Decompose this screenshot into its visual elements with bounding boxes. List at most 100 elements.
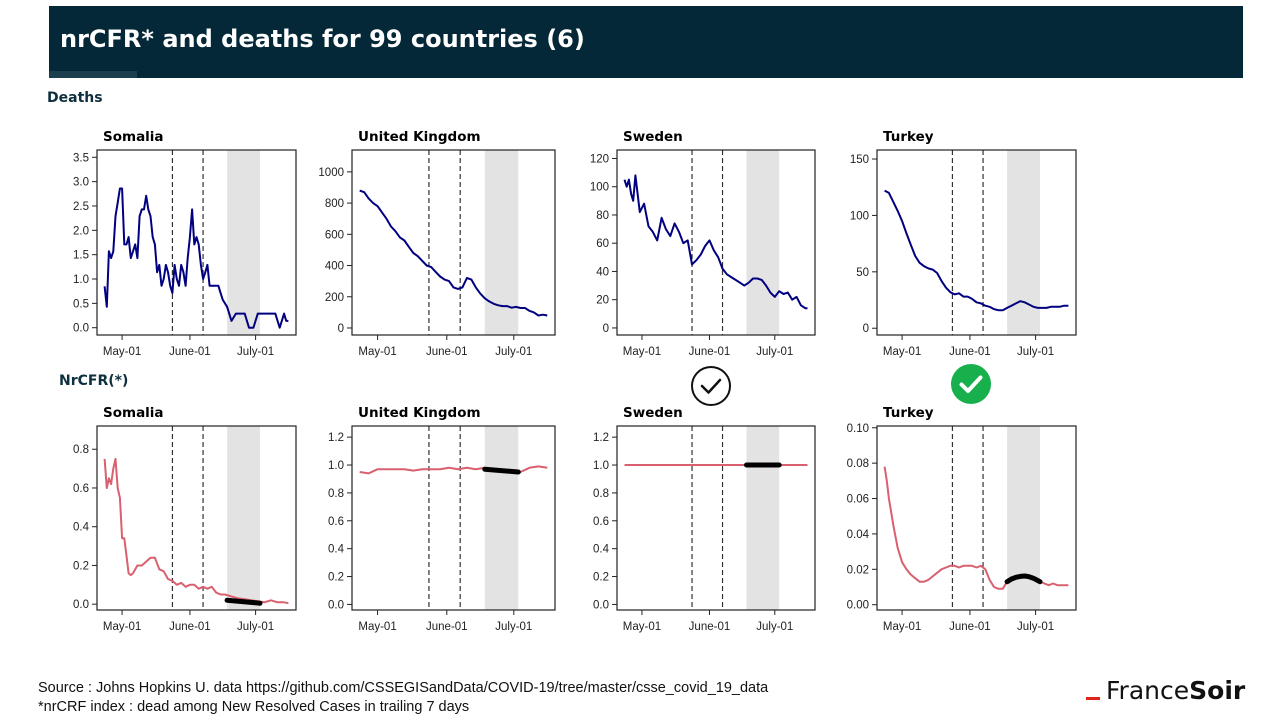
y-tick-label: 20 bbox=[596, 295, 609, 307]
y-tick-label: 0.8 bbox=[593, 488, 609, 500]
chart-title: United Kingdom bbox=[358, 405, 481, 421]
logo-text-soir: Soir bbox=[1189, 676, 1246, 705]
y-tick-label: 40 bbox=[596, 266, 609, 278]
trend-highlight-line bbox=[224, 597, 263, 606]
y-tick-label: 3.5 bbox=[73, 152, 89, 164]
x-tick-label: June-01 bbox=[426, 621, 468, 633]
chart-panel-0: Somalia 0.0 0.5 1.0 1.5 2.0 2.5 3.0 3.5 May-01 Jun… bbox=[73, 129, 297, 358]
chart-panel-5: United Kingdom 0.0 0.2 0.4 0.6 0.8 1.0 1.2 May-0… bbox=[328, 405, 556, 633]
trend-highlight-line bbox=[1004, 573, 1043, 585]
y-tick-label: 0.2 bbox=[593, 572, 609, 584]
plot-frame bbox=[876, 425, 1077, 611]
y-tick-label: 0.8 bbox=[73, 444, 89, 456]
y-tick-label: 0.08 bbox=[847, 458, 869, 470]
y-tick-label: 0.0 bbox=[593, 599, 609, 611]
chart-title: Turkey bbox=[883, 405, 934, 421]
check-outline-icon bbox=[691, 366, 731, 406]
x-tick-label: June-01 bbox=[949, 346, 991, 358]
chart-title: Somalia bbox=[103, 405, 164, 421]
logo-dash bbox=[1086, 696, 1100, 700]
y-tick-label: 0.4 bbox=[328, 544, 345, 556]
nrcfr-section-label: NrCFR(*) bbox=[59, 373, 129, 389]
x-tick-label: May-01 bbox=[358, 346, 396, 358]
chart-title: Somalia bbox=[103, 129, 164, 145]
y-tick-label: 1.0 bbox=[73, 274, 89, 286]
y-tick-label: 1.2 bbox=[328, 432, 344, 444]
deaths-series-line bbox=[884, 189, 1069, 312]
chart-title: Sweden bbox=[623, 405, 683, 421]
chart-panel-3: Turkey 0 50 100 150 May-01 June-01 July-01 bbox=[850, 129, 1077, 358]
y-tick-label: 80 bbox=[596, 210, 609, 222]
y-tick-label: 120 bbox=[590, 153, 609, 165]
y-tick-label: 0.8 bbox=[328, 488, 344, 500]
y-tick-label: 0.02 bbox=[847, 564, 869, 576]
x-tick-label: July-01 bbox=[1017, 346, 1054, 358]
x-tick-label: May-01 bbox=[883, 346, 921, 358]
x-tick-label: July-01 bbox=[237, 346, 274, 358]
y-tick-label: 400 bbox=[325, 261, 344, 273]
plot-frame bbox=[96, 425, 297, 611]
y-tick-label: 0.10 bbox=[847, 423, 869, 435]
plot-frame bbox=[616, 149, 816, 336]
y-tick-label: 0.06 bbox=[847, 494, 869, 506]
y-tick-label: 50 bbox=[856, 267, 869, 279]
y-tick-label: 60 bbox=[596, 238, 609, 250]
plot-frame bbox=[616, 425, 816, 611]
y-tick-label: 1.5 bbox=[73, 250, 89, 262]
y-tick-label: 0.0 bbox=[73, 323, 89, 335]
chart-panel-7: Turkey 0.00 0.02 0.04 0.06 0.08 0.10 May-01 June… bbox=[847, 405, 1077, 633]
header-accent-bar bbox=[49, 71, 137, 78]
y-tick-label: 1.0 bbox=[593, 460, 609, 472]
nrcfr-series-line bbox=[103, 457, 289, 605]
check-filled-icon bbox=[951, 364, 991, 404]
highlight-band bbox=[1007, 426, 1040, 610]
x-tick-label: May-01 bbox=[883, 621, 921, 633]
highlight-band bbox=[484, 150, 519, 335]
y-tick-label: 0.00 bbox=[847, 600, 869, 612]
highlight-band bbox=[227, 150, 260, 335]
y-tick-label: 2.0 bbox=[73, 225, 89, 237]
francesoir-logo: FranceSoir bbox=[1086, 676, 1245, 705]
y-tick-label: 150 bbox=[850, 154, 869, 166]
chart-title: Sweden bbox=[623, 129, 683, 145]
y-tick-label: 0.2 bbox=[73, 560, 89, 572]
highlight-band bbox=[227, 426, 260, 610]
deaths-section-label: Deaths bbox=[47, 90, 103, 106]
plot-frame bbox=[351, 149, 556, 336]
y-tick-label: 0.2 bbox=[328, 572, 344, 584]
y-tick-label: 0.6 bbox=[73, 483, 89, 495]
y-tick-label: 0.6 bbox=[593, 516, 609, 528]
x-tick-label: May-01 bbox=[358, 621, 396, 633]
y-tick-label: 0.04 bbox=[847, 529, 870, 541]
x-tick-label: July-01 bbox=[1017, 621, 1054, 633]
chart-panel-4: Somalia 0.0 0.2 0.4 0.6 0.8 May-01 June-01 July-… bbox=[73, 405, 297, 633]
x-tick-label: June-01 bbox=[689, 346, 731, 358]
x-tick-label: June-01 bbox=[169, 621, 211, 633]
trend-highlight-line bbox=[482, 466, 521, 475]
deaths-series-line bbox=[359, 189, 548, 317]
x-tick-label: June-01 bbox=[689, 621, 731, 633]
x-tick-label: June-01 bbox=[426, 346, 468, 358]
x-tick-label: June-01 bbox=[949, 621, 991, 633]
y-tick-label: 0 bbox=[338, 323, 344, 335]
header-bar bbox=[49, 6, 1243, 78]
chart-title: United Kingdom bbox=[358, 129, 481, 145]
y-tick-label: 3.0 bbox=[73, 177, 89, 189]
deaths-series-line bbox=[103, 187, 289, 329]
x-tick-label: May-01 bbox=[103, 346, 141, 358]
plot-frame bbox=[351, 425, 556, 611]
x-tick-label: July-01 bbox=[756, 621, 793, 633]
x-tick-label: July-01 bbox=[495, 346, 532, 358]
x-tick-label: July-01 bbox=[495, 621, 532, 633]
chart-panel-6: Sweden 0.0 0.2 0.4 0.6 0.8 1.0 1.2 May-01 June-01… bbox=[593, 405, 816, 633]
y-tick-label: 0.4 bbox=[593, 544, 610, 556]
x-tick-label: July-01 bbox=[756, 346, 793, 358]
chart-panel-1: United Kingdom 0 200 400 600 800 1000 May-01 Jun… bbox=[318, 129, 556, 358]
y-tick-label: 1000 bbox=[318, 167, 344, 179]
y-tick-label: 0 bbox=[863, 323, 869, 335]
x-tick-label: June-01 bbox=[169, 346, 211, 358]
y-tick-label: 200 bbox=[325, 292, 344, 304]
y-tick-label: 0.0 bbox=[73, 599, 89, 611]
y-tick-label: 800 bbox=[325, 198, 344, 210]
